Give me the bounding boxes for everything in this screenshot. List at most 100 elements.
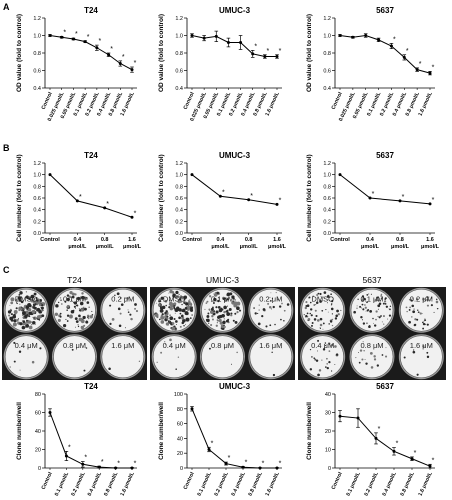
significance-star: *: [266, 48, 269, 55]
colony: [210, 307, 214, 311]
x-tick-label: 0.8 μmol/L: [400, 471, 417, 498]
well-label: DMSO: [163, 294, 186, 303]
data-point: [415, 68, 419, 72]
colony: [280, 318, 282, 321]
significance-star: *: [110, 46, 113, 53]
colony: [219, 321, 223, 325]
colony: [10, 319, 14, 322]
colony: [215, 310, 219, 314]
colony: [174, 312, 176, 314]
colony: [412, 350, 416, 354]
colony: [283, 319, 285, 322]
colony: [436, 307, 439, 310]
well-label: 0.1 μM: [211, 294, 234, 303]
data-point: [428, 202, 432, 206]
colony: [327, 311, 329, 313]
colony: [213, 297, 217, 302]
data-point: [130, 68, 134, 72]
colony: [21, 310, 23, 312]
colony: [361, 307, 362, 309]
significance-star: *: [63, 29, 66, 36]
x-tick-label: 0.4: [217, 237, 226, 243]
colony: [28, 315, 31, 318]
colony: [378, 316, 381, 319]
colony: [180, 314, 184, 318]
y-tick-label: 0.4: [175, 86, 183, 92]
y-axis-label: OD value (fold to control): [306, 14, 313, 92]
colony: [270, 292, 272, 294]
significance-star: *: [250, 193, 253, 200]
colony: [88, 306, 90, 308]
colony: [59, 297, 62, 299]
chart-title: UMUC-3: [219, 151, 251, 160]
colony: [31, 321, 33, 323]
colony: [417, 309, 419, 311]
colony: [59, 312, 62, 315]
colony: [413, 349, 415, 351]
colony: [206, 300, 209, 303]
colony: [425, 295, 429, 299]
colony: [319, 317, 323, 321]
data-point: [356, 416, 360, 420]
well-label: DMSO: [311, 294, 334, 303]
colony: [366, 322, 368, 325]
colony: [319, 327, 322, 329]
colony: [119, 297, 122, 299]
colony: [183, 295, 188, 299]
data-point: [251, 52, 255, 56]
colony: [71, 295, 75, 299]
colony: [422, 321, 424, 324]
colony: [21, 306, 23, 309]
chart-title: UMUC-3: [219, 6, 251, 15]
colony: [229, 292, 233, 296]
data-point: [263, 55, 267, 58]
colony: [178, 308, 182, 312]
colony: [154, 313, 159, 318]
colony: [33, 317, 35, 319]
series-line: [339, 174, 431, 205]
colony: [14, 313, 16, 314]
colony: [358, 361, 361, 364]
colony: [375, 318, 377, 321]
colony: [178, 293, 180, 295]
data-point: [351, 35, 355, 39]
colony: [177, 356, 180, 358]
colony: [138, 360, 141, 363]
colony: [380, 293, 383, 296]
colony: [208, 308, 211, 311]
colony: [360, 316, 363, 319]
colony: [216, 322, 218, 324]
well-label: 0.8 μM: [360, 341, 383, 350]
colony: [278, 305, 282, 308]
colony: [73, 305, 76, 308]
colony: [381, 354, 384, 356]
colony: [179, 312, 182, 315]
colony: [183, 298, 186, 301]
y-tick-label: 0.0: [323, 231, 331, 237]
colony: [317, 373, 320, 377]
y-tick-label: 0.2: [323, 219, 331, 225]
colony: [25, 305, 30, 309]
colony: [428, 296, 430, 298]
significance-star: *: [101, 459, 104, 466]
colony: [66, 314, 70, 317]
well: [4, 335, 48, 379]
colony: [376, 296, 379, 299]
colony: [268, 306, 272, 309]
data-point: [83, 40, 87, 44]
colony: [380, 315, 382, 317]
colony: [307, 316, 309, 318]
colony: [73, 301, 75, 304]
colony: [269, 299, 272, 302]
colony: [336, 309, 339, 313]
colony: [331, 324, 334, 327]
colony: [389, 305, 392, 308]
colony: [334, 345, 337, 348]
significance-star: *: [106, 201, 109, 208]
colony: [253, 307, 255, 309]
colony: [15, 307, 18, 310]
colony: [422, 327, 425, 330]
colony: [119, 312, 122, 315]
colony: [272, 373, 276, 377]
significance-star: *: [87, 34, 90, 41]
